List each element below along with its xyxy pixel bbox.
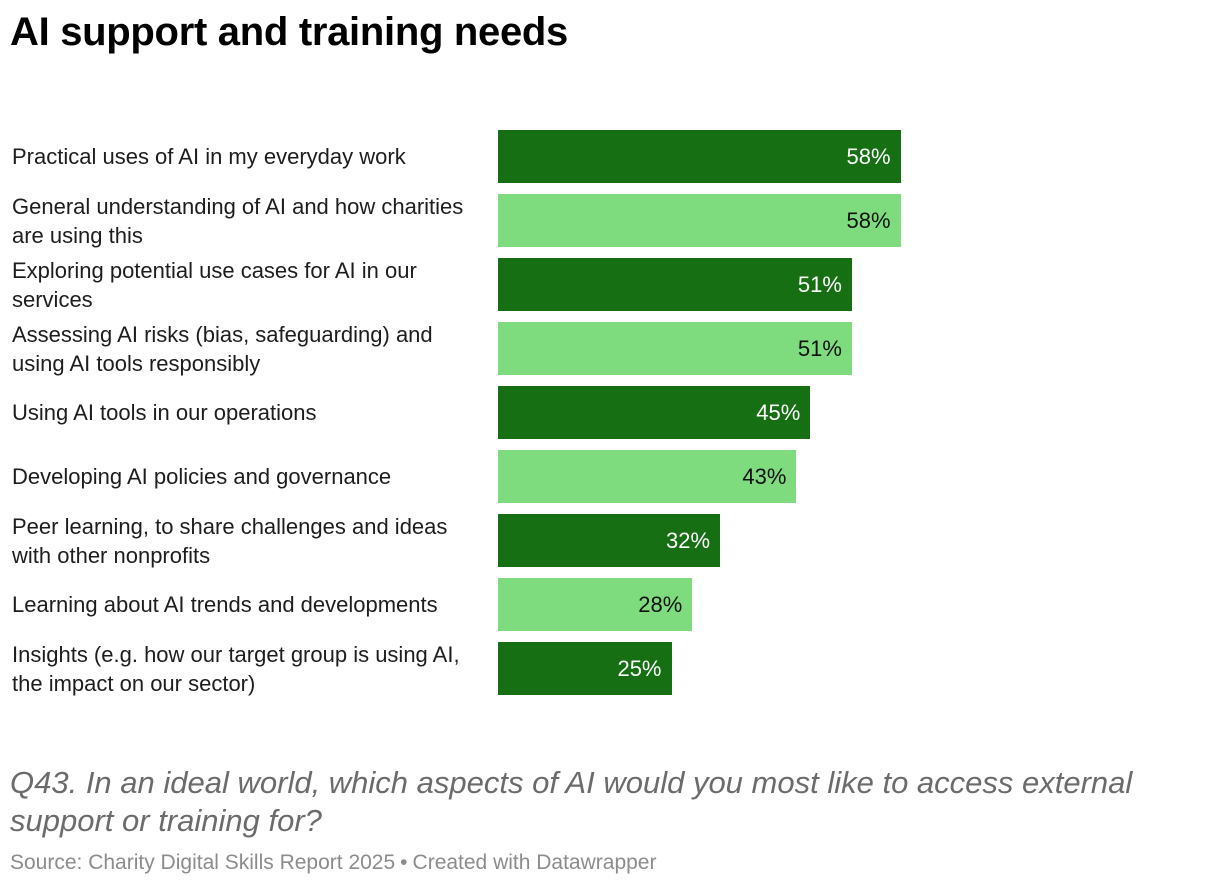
chart-title: AI support and training needs [10,10,568,54]
category-label: General understanding of AI and how char… [12,193,464,248]
bar [498,322,852,375]
bar-chart: Practical uses of AI in my everyday work… [12,130,901,696]
bar-value-label: 51% [797,272,842,297]
bar-value-label: 43% [742,464,787,489]
bar-value-label: 58% [846,208,891,233]
bar-value-label: 28% [638,592,683,617]
bar-value-label: 45% [756,400,801,425]
bar [498,578,693,631]
footer: Source: Charity Digital Skills Report 20… [10,851,656,875]
category-label: Assessing AI risks (bias, safeguarding) … [12,321,433,376]
category-label: Peer learning, to share challenges and i… [12,513,448,568]
footer-separator: • [400,851,408,874]
category-label: Insights (e.g. how our target group is u… [12,641,460,696]
bar-value-label: 25% [617,656,662,681]
category-label: Learning about AI trends and development… [12,592,438,617]
bar [498,194,901,247]
bar-value-label: 51% [797,336,842,361]
bar [498,642,672,695]
bar [498,450,797,503]
bar [498,130,901,183]
bar [498,386,811,439]
bar [498,258,852,311]
category-label: Using AI tools in our operations [12,400,317,425]
credit-text: Created with Datawrapper [412,851,657,874]
category-label: Exploring potential use cases for AI in … [12,257,417,312]
bar-value-label: 58% [846,144,891,169]
source-text: Source: Charity Digital Skills Report 20… [10,851,396,874]
survey-question: Q43. In an ideal world, which aspects of… [10,765,1133,838]
bar-value-label: 32% [666,528,711,553]
category-label: Practical uses of AI in my everyday work [12,144,406,169]
category-label: Developing AI policies and governance [12,464,392,489]
bar [498,514,721,567]
